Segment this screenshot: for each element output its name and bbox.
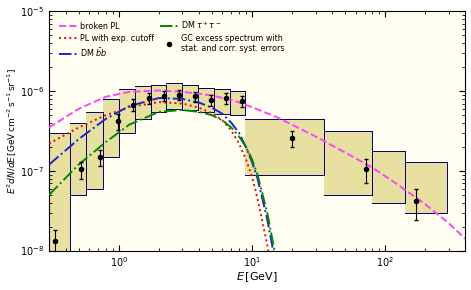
X-axis label: $E\,[\mathrm{GeV}]$: $E\,[\mathrm{GeV}]$ (236, 271, 278, 284)
Y-axis label: $E^2dN/dE\,[\mathrm{GeV\,cm^{-2}\,s^{-1}\,sr^{-1}}]$: $E^2dN/dE\,[\mathrm{GeV\,cm^{-2}\,s^{-1}… (6, 68, 19, 194)
Legend: broken PL, PL with exp. cutoff, DM $\bar{b}b$, DM $\tau^+\tau^-$, GC excess spec: broken PL, PL with exp. cutoff, DM $\bar… (57, 18, 286, 60)
